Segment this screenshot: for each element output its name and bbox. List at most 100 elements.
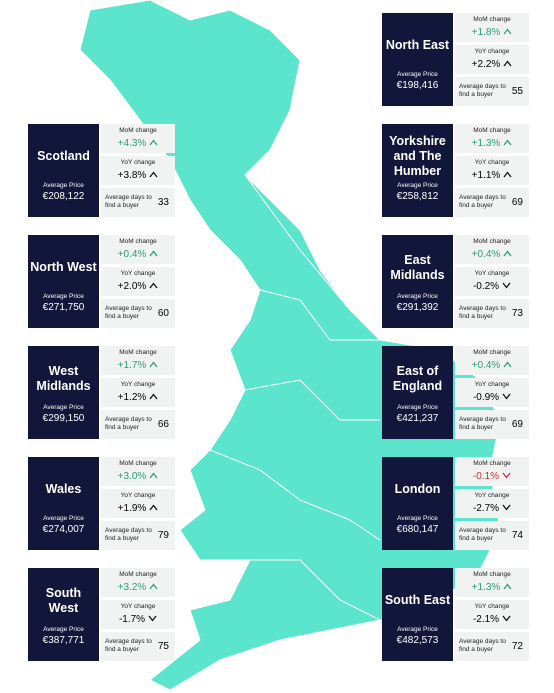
region-card: South East Average Price €482,573 MoM chang… [382, 568, 529, 661]
mom-row: +0.4% [455, 360, 529, 371]
mom-value: +4.3% [117, 138, 147, 149]
trend-arrow [148, 615, 157, 622]
mom-row: +1.3% [455, 582, 529, 593]
yoy-label: YoY change [474, 381, 510, 388]
mom-box: MoM change -0.1% [455, 457, 529, 486]
yoy-row: +2.2% [455, 59, 529, 70]
days-value: 79 [157, 530, 169, 541]
region-panel: North West Average Price €271,750 [28, 235, 99, 328]
region-card: West Midlands Average Price €299,150 MoM ch… [28, 346, 175, 439]
price-label: Average Price [397, 626, 438, 633]
days-box: Average days to find a buyer 33 [101, 188, 175, 217]
yoy-row: +2.0% [101, 281, 175, 292]
days-label: Average days to find a buyer [105, 305, 152, 320]
yoy-row: -0.9% [455, 392, 529, 403]
mom-value: +3.2% [117, 582, 147, 593]
region-name: West Midlands [36, 363, 91, 393]
region-panel: West Midlands Average Price €299,150 [28, 346, 99, 439]
mom-box: MoM change +3.2% [101, 568, 175, 597]
trend-arrow [503, 250, 512, 257]
mom-box: MoM change +0.4% [455, 346, 529, 375]
yoy-value: +1.1% [471, 170, 501, 181]
mom-label: MoM change [119, 571, 157, 578]
mom-row: +0.4% [455, 249, 529, 260]
yoy-box: YoY change +1.2% [101, 378, 175, 407]
price-label: Average Price [43, 404, 84, 411]
trend-arrow [502, 393, 511, 400]
days-value: 60 [157, 308, 169, 319]
yoy-value: +3.8% [117, 170, 147, 181]
yoy-value: +1.9% [117, 503, 147, 514]
trend-arrow [502, 472, 511, 479]
price-value: €421,237 [396, 413, 439, 424]
price-label: Average Price [43, 182, 84, 189]
price-value: €258,812 [396, 191, 439, 202]
yoy-value: -0.9% [472, 392, 500, 403]
days-box: Average days to find a buyer 55 [455, 77, 529, 106]
mom-value: +0.4% [471, 360, 501, 371]
price-label: Average Price [43, 515, 84, 522]
region-name: Scotland [37, 149, 90, 163]
yoy-value: +2.2% [471, 59, 501, 70]
days-value: 69 [511, 197, 523, 208]
region-card: London Average Price €680,147 MoM change -0.… [382, 457, 529, 550]
yoy-value: -0.2% [472, 281, 500, 292]
mom-label: MoM change [119, 460, 157, 467]
price-label: Average Price [43, 293, 84, 300]
mom-label: MoM change [119, 127, 157, 134]
mom-value: +1.7% [117, 360, 147, 371]
yoy-box: YoY change +1.9% [101, 489, 175, 518]
days-value: 55 [511, 86, 523, 97]
days-value: 69 [511, 419, 523, 430]
mom-row: +1.3% [455, 138, 529, 149]
days-box: Average days to find a buyer 79 [101, 521, 175, 550]
yoy-box: YoY change -0.2% [455, 267, 529, 296]
region-name: South West [45, 585, 82, 615]
days-label: Average days to find a buyer [105, 638, 152, 653]
region-card: East of England Average Price €421,237 MoM … [382, 346, 529, 439]
price-label: Average Price [397, 404, 438, 411]
days-label: Average days to find a buyer [105, 416, 152, 431]
region-name: Wales [45, 482, 82, 496]
mom-box: MoM change +1.3% [455, 124, 529, 153]
mom-value: +1.3% [471, 138, 501, 149]
yoy-row: +1.9% [101, 503, 175, 514]
trend-arrow [502, 282, 511, 289]
region-card: Wales Average Price €274,007 MoM change +3.0… [28, 457, 175, 550]
trend-arrow [149, 472, 158, 479]
yoy-box: YoY change -1.7% [101, 600, 175, 629]
region-panel: South East Average Price €482,573 [382, 568, 453, 661]
mom-label: MoM change [473, 238, 511, 245]
mom-label: MoM change [119, 238, 157, 245]
trend-arrow [149, 361, 158, 368]
region-name: London [394, 482, 441, 496]
trend-arrow [503, 583, 512, 590]
region-panel: Scotland Average Price €208,122 [28, 124, 99, 217]
days-value: 75 [157, 641, 169, 652]
region-card: North East Average Price €198,416 MoM chang… [382, 13, 529, 106]
mom-box: MoM change +0.4% [455, 235, 529, 264]
days-value: 74 [511, 530, 523, 541]
days-box: Average days to find a buyer 75 [101, 632, 175, 661]
price-value: €299,150 [42, 413, 85, 424]
days-label: Average days to find a buyer [105, 527, 152, 542]
trend-arrow [149, 583, 158, 590]
region-name: East of England [392, 363, 443, 393]
mom-row: +1.7% [101, 360, 175, 371]
trend-arrow [149, 393, 158, 400]
mom-value: -0.1% [472, 471, 500, 482]
days-value: 66 [157, 419, 169, 430]
yoy-row: -0.2% [455, 281, 529, 292]
days-label: Average days to find a buyer [459, 83, 506, 98]
days-label: Average days to find a buyer [105, 194, 152, 209]
yoy-value: +1.2% [117, 392, 147, 403]
days-box: Average days to find a buyer 74 [455, 521, 529, 550]
region-panel: East of England Average Price €421,237 [382, 346, 453, 439]
days-box: Average days to find a buyer 69 [455, 188, 529, 217]
region-panel: London Average Price €680,147 [382, 457, 453, 550]
yoy-label: YoY change [120, 270, 156, 277]
mom-label: MoM change [473, 127, 511, 134]
trend-arrow [149, 171, 158, 178]
yoy-label: YoY change [474, 603, 510, 610]
